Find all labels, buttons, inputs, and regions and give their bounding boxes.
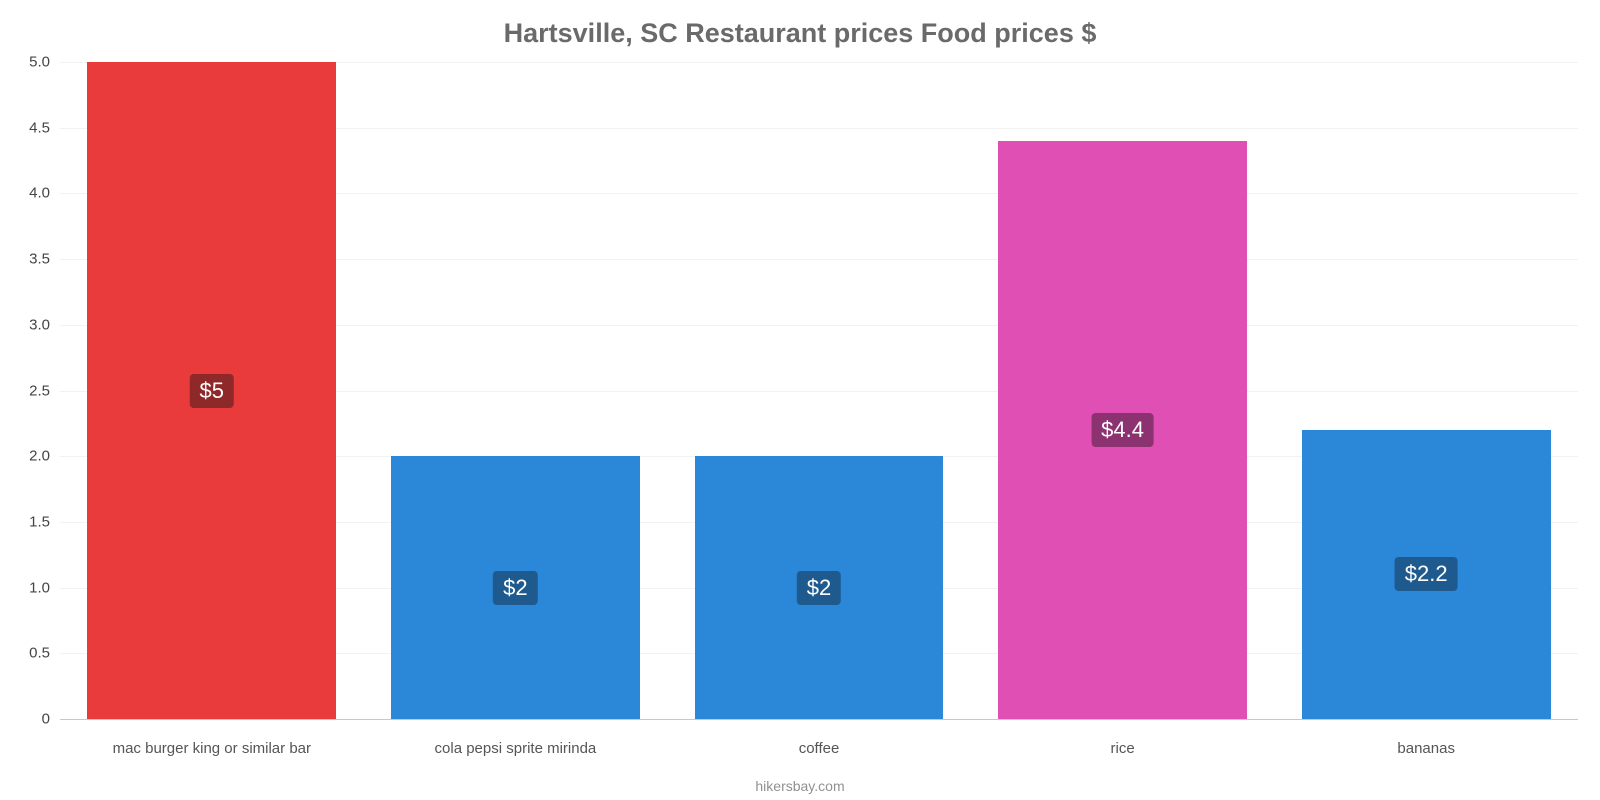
bar: $2 (391, 456, 640, 719)
plot-area: 00.51.01.52.02.53.03.54.04.55.0 $5$2$2$4… (60, 62, 1578, 720)
y-tick-label: 1.0 (2, 579, 50, 596)
x-tick-label: rice (1111, 740, 1135, 757)
y-tick-label: 4.5 (2, 119, 50, 136)
bar-value-badge: $2.2 (1395, 557, 1458, 591)
bar-value-badge: $2 (493, 571, 537, 605)
y-tick-label: 2.0 (2, 448, 50, 465)
bar: $2.2 (1302, 430, 1551, 719)
chart-title: Hartsville, SC Restaurant prices Food pr… (0, 18, 1600, 49)
y-tick-label: 4.0 (2, 185, 50, 202)
bar-value-badge: $2 (797, 571, 841, 605)
bars-container: $5 $2 $2 $4.4 $2.2 (60, 62, 1578, 719)
x-tick-label: bananas (1397, 740, 1455, 757)
bar-value-badge: $5 (190, 374, 234, 408)
y-tick-label: 3.0 (2, 316, 50, 333)
bar: $5 (87, 62, 336, 719)
chart-credit: hikersbay.com (0, 778, 1600, 794)
y-tick-label: 0 (2, 711, 50, 728)
y-tick-label: 1.5 (2, 513, 50, 530)
x-tick-label: mac burger king or similar bar (113, 740, 311, 757)
y-tick-label: 3.5 (2, 251, 50, 268)
bar: $2 (695, 456, 944, 719)
y-tick-label: 2.5 (2, 382, 50, 399)
bar-value-badge: $4.4 (1091, 413, 1154, 447)
x-tick-label: coffee (799, 740, 840, 757)
y-tick-label: 5.0 (2, 54, 50, 71)
bar-chart: Hartsville, SC Restaurant prices Food pr… (0, 0, 1600, 800)
y-tick-label: 0.5 (2, 645, 50, 662)
bar: $4.4 (998, 141, 1247, 719)
x-tick-label: cola pepsi sprite mirinda (435, 740, 597, 757)
